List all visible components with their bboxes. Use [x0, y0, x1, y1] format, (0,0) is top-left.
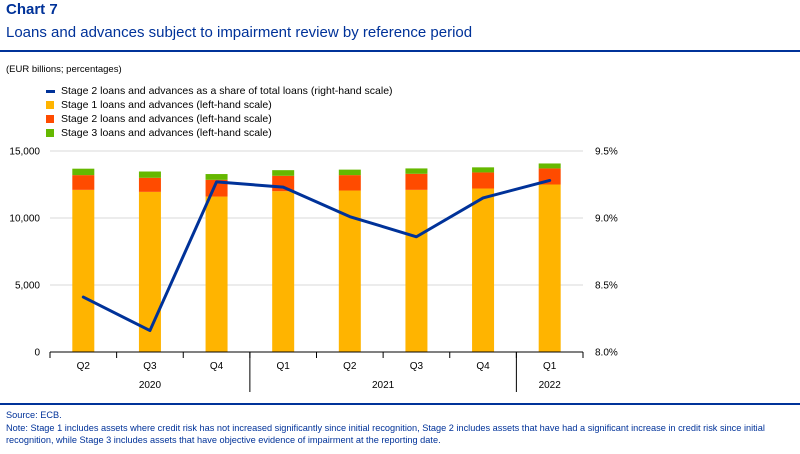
bar-segment: [338, 169, 361, 176]
legend-line-swatch: [46, 89, 55, 93]
legend-label: Stage 1 loans and advances (left-hand sc…: [61, 99, 272, 111]
y-left-tick-label: 10,000: [9, 214, 40, 225]
bar-segment: [272, 191, 295, 352]
bar-segment: [338, 190, 361, 352]
bar-segment: [272, 170, 295, 176]
bar-segment: [472, 167, 495, 173]
x-tick-label: Q4: [210, 361, 224, 372]
legend-item-stage1: Stage 1 loans and advances (left-hand sc…: [46, 98, 393, 112]
bar-segment: [72, 168, 95, 176]
y-left-tick-label: 15,000: [9, 147, 40, 158]
legend-label: Stage 2 loans and advances as a share of…: [61, 85, 393, 97]
legend-swatch: [46, 115, 54, 123]
legend-item-stage3: Stage 3 loans and advances (left-hand sc…: [46, 126, 393, 140]
bar-segment: [205, 196, 228, 352]
bar-segment: [538, 163, 561, 169]
bar-segment: [138, 177, 161, 192]
units-label: (EUR billions; percentages): [6, 64, 122, 75]
x-tick-label: Q3: [143, 361, 157, 372]
legend-swatch: [46, 101, 54, 109]
x-tick-label: Q2: [77, 361, 91, 372]
y-right-tick-label: 9.0%: [595, 214, 618, 225]
bar-segment: [272, 175, 295, 192]
series-line-stage2-share: [81, 178, 552, 333]
x-tick-label: Q3: [410, 361, 424, 372]
bar-segment: [472, 188, 495, 352]
x-tick-label: Q2: [343, 361, 357, 372]
footnote: Note: Stage 1 includes assets where cred…: [6, 423, 765, 445]
chart-number: Chart 7: [6, 1, 58, 18]
chart-title: Loans and advances subject to impairment…: [6, 24, 473, 41]
footer-rule: [0, 403, 800, 405]
y-left-tick-label: 0: [34, 348, 40, 359]
y-right-tick-label: 9.5%: [595, 147, 618, 158]
year-label: 2021: [372, 380, 395, 391]
legend-item-stage2-share: Stage 2 loans and advances as a share of…: [46, 84, 393, 98]
legend-label: Stage 2 loans and advances (left-hand sc…: [61, 113, 272, 125]
bar-segment: [472, 172, 495, 189]
x-tick-label: Q1: [277, 361, 291, 372]
bar-segment: [405, 168, 428, 174]
y-left-tick-label: 5,000: [15, 281, 40, 292]
bar-segment: [138, 191, 161, 352]
y-right-tick-label: 8.0%: [595, 348, 618, 359]
x-tick-label: Q1: [543, 361, 557, 372]
bar-segment: [405, 189, 428, 352]
legend-label: Stage 3 loans and advances (left-hand sc…: [61, 127, 272, 139]
year-label: 2020: [139, 380, 162, 391]
x-tick-label: Q4: [476, 361, 490, 372]
bar-segment: [138, 171, 161, 178]
bar-segment: [72, 189, 95, 352]
legend-item-stage2: Stage 2 loans and advances (left-hand sc…: [46, 112, 393, 126]
source-note: Source: ECB.: [6, 410, 62, 420]
y-right-tick-label: 8.5%: [595, 281, 618, 292]
bar-segment: [338, 175, 361, 191]
bar-segment: [72, 175, 95, 190]
header-rule: [0, 50, 800, 52]
bar-segment: [405, 173, 428, 190]
year-label: 2022: [539, 380, 562, 391]
bar-segment: [205, 174, 228, 180]
legend: Stage 2 loans and advances as a share of…: [46, 84, 393, 140]
legend-swatch: [46, 129, 54, 137]
bar-segment: [538, 184, 561, 352]
